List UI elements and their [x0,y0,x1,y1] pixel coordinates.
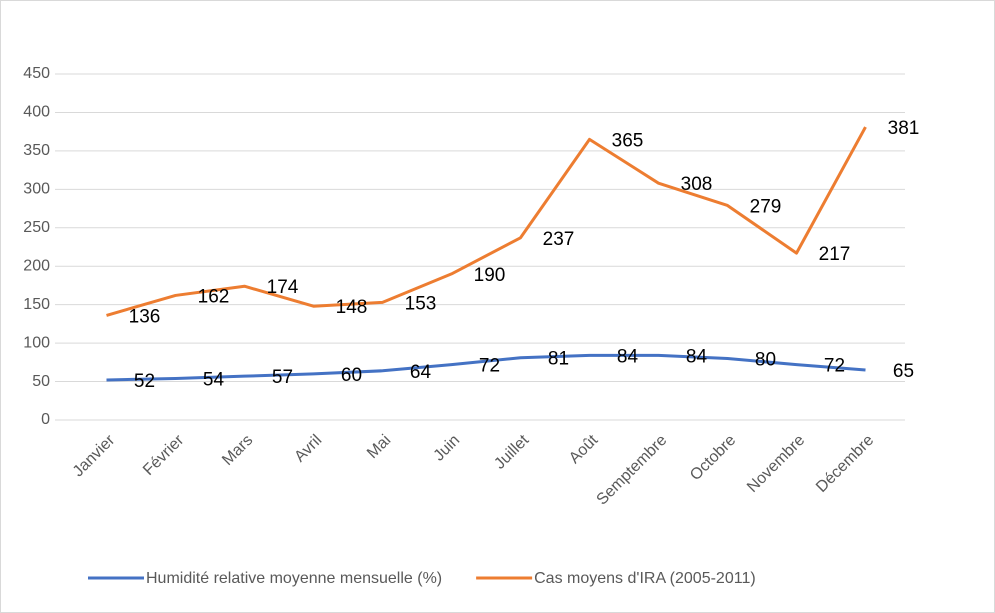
data-label: 65 [893,361,914,382]
data-label: 60 [341,365,362,386]
data-label: 54 [203,369,225,390]
data-label: 72 [824,356,845,377]
data-label: 308 [681,174,713,195]
data-label: 52 [134,371,155,392]
y-tick-label: 400 [23,104,50,121]
y-tick-label: 200 [23,257,50,274]
legend-label: Cas moyens d'IRA (2005-2011) [534,570,756,587]
data-label: 84 [686,346,708,367]
data-label: 381 [888,118,920,139]
legend-label: Humidité relative moyenne mensuelle (%) [146,570,442,587]
data-label: 190 [474,265,506,286]
data-label: 237 [543,229,575,250]
data-label: 64 [410,362,432,383]
y-tick-label: 100 [23,334,50,351]
y-tick-label: 450 [23,65,50,82]
data-label: 136 [129,306,161,327]
y-tick-label: 150 [23,296,50,313]
data-label: 72 [479,356,500,377]
data-label: 148 [336,297,368,318]
data-label: 279 [750,196,782,217]
data-label: 153 [405,293,437,314]
data-label: 365 [612,130,644,151]
y-tick-label: 350 [23,142,50,159]
data-label: 162 [198,286,230,307]
data-label: 81 [548,349,569,370]
y-tick-label: 250 [23,219,50,236]
data-label: 57 [272,367,293,388]
data-label: 217 [819,244,851,265]
data-label: 80 [755,350,776,371]
line [106,126,867,317]
y-tick-label: 300 [23,181,50,198]
line [106,353,866,382]
y-tick-label: 50 [32,373,50,390]
y-tick-label: 0 [41,411,50,428]
data-label: 174 [267,277,299,298]
data-label: 84 [617,346,639,367]
